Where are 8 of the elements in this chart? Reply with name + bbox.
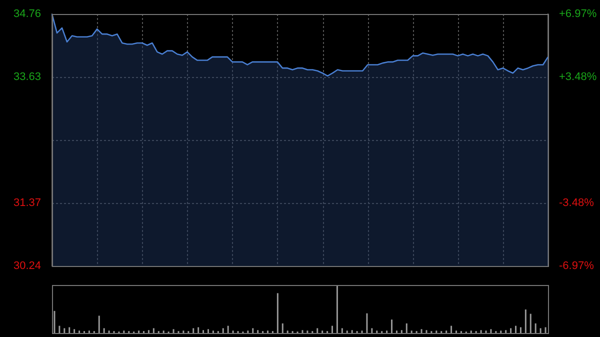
y2-tick-label: -6.97% xyxy=(559,260,594,272)
y2-tick-label: +3.48% xyxy=(559,71,597,84)
y2-tick-label: -3.48% xyxy=(559,196,594,209)
y-tick-label: 34.76 xyxy=(13,8,41,20)
y-tick-label: 33.63 xyxy=(13,71,41,84)
y-tick-label: 30.24 xyxy=(13,260,41,272)
y-tick-label: 31.37 xyxy=(13,197,41,210)
y2-tick-label: +6.97% xyxy=(559,8,597,20)
